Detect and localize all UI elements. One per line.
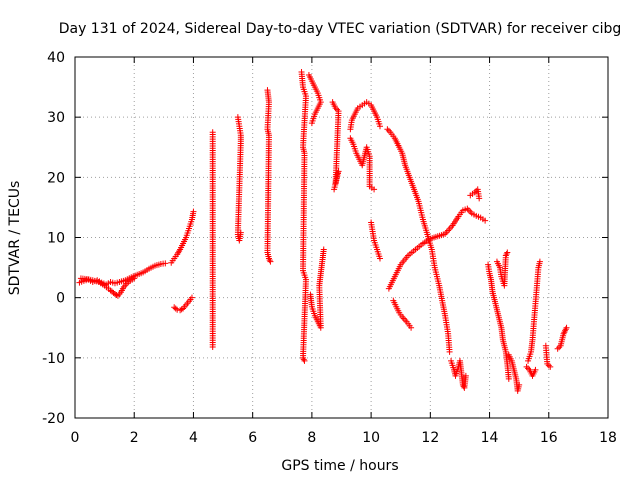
x-tick-label: 2 xyxy=(130,430,139,446)
y-axis-ticks: -20 -10 0 10 20 30 40 xyxy=(42,50,608,427)
series-prn-r xyxy=(448,357,469,391)
data-point xyxy=(516,381,523,388)
series-prn-c xyxy=(168,208,197,266)
series-prn-w xyxy=(525,258,543,364)
x-tick-label: 6 xyxy=(248,430,257,446)
x-axis-ticks: 0 2 4 6 8 10 12 14 16 18 xyxy=(71,57,617,446)
series-prn-s xyxy=(467,186,483,202)
data-point xyxy=(237,229,244,236)
data-point xyxy=(178,306,185,313)
x-tick-label: 12 xyxy=(421,430,439,446)
series-prn-e xyxy=(209,129,216,351)
data-point xyxy=(523,363,530,370)
data-point xyxy=(131,275,138,282)
data-point xyxy=(267,258,274,265)
y-tick-label: 0 xyxy=(56,291,65,307)
data-point xyxy=(162,260,169,267)
series-prn-x xyxy=(523,363,539,379)
data-point xyxy=(503,251,510,258)
series-prn-f xyxy=(234,114,244,244)
chart-title: Day 131 of 2024, Sidereal Day-to-day VTE… xyxy=(59,21,622,37)
series-prn-p xyxy=(385,205,489,292)
y-tick-label: 30 xyxy=(47,110,65,126)
data-point xyxy=(504,249,511,256)
x-axis-label: GPS time / hours xyxy=(281,458,398,474)
data-point xyxy=(301,357,308,364)
data-point xyxy=(172,305,179,312)
series-prn-q xyxy=(390,297,415,331)
y-tick-label: 20 xyxy=(47,170,65,186)
data-point xyxy=(536,258,543,265)
series-prn-m xyxy=(347,135,378,193)
series-prn-i xyxy=(305,72,324,127)
x-tick-label: 0 xyxy=(71,430,80,446)
series-prn-b xyxy=(77,275,138,299)
series-prn-j xyxy=(307,246,327,331)
data-point xyxy=(532,366,539,373)
data-point xyxy=(476,195,483,202)
data-point xyxy=(462,372,469,379)
series-prn-g xyxy=(264,87,274,265)
series-prn-u xyxy=(493,249,511,289)
x-tick-label: 10 xyxy=(362,430,380,446)
data-point xyxy=(408,324,415,331)
data-point xyxy=(320,246,327,253)
data-point xyxy=(547,363,554,370)
data-point xyxy=(376,123,383,130)
series-prn-k xyxy=(329,99,342,193)
x-tick-label: 18 xyxy=(599,430,617,446)
data-point xyxy=(376,255,383,262)
y-axis-label: SDTVAR / TECUs xyxy=(7,181,23,296)
y-tick-label: -10 xyxy=(42,351,65,367)
data-point xyxy=(563,324,570,331)
data-point xyxy=(446,348,453,355)
series-prn-o xyxy=(384,126,453,355)
data-point xyxy=(308,120,315,127)
y-tick-label: 10 xyxy=(47,231,65,247)
data-point xyxy=(505,375,512,382)
data-point xyxy=(482,217,489,224)
data-points xyxy=(76,69,570,394)
series-prn-v xyxy=(505,351,523,394)
series-prn-l xyxy=(347,99,383,133)
data-point xyxy=(266,257,273,264)
data-point xyxy=(384,126,391,133)
data-point xyxy=(554,345,561,352)
y-tick-label: -20 xyxy=(42,411,65,427)
data-point xyxy=(331,186,338,193)
x-tick-label: 16 xyxy=(540,430,558,446)
series-prn-d xyxy=(171,294,195,314)
x-tick-label: 4 xyxy=(189,430,198,446)
series-prn-h xyxy=(298,69,309,364)
data-point xyxy=(385,127,392,134)
data-point xyxy=(113,291,120,298)
series-prn-z xyxy=(554,324,570,352)
series-prn-a xyxy=(76,260,169,288)
series-prn-n xyxy=(368,219,383,262)
data-point xyxy=(371,186,378,193)
series-prn-t xyxy=(485,261,512,382)
x-tick-label: 14 xyxy=(481,430,499,446)
data-point xyxy=(300,356,307,363)
y-tick-label: 40 xyxy=(47,50,65,66)
data-point xyxy=(188,294,195,301)
x-tick-label: 8 xyxy=(307,430,316,446)
series-prn-y xyxy=(542,342,554,370)
data-point xyxy=(190,208,197,215)
data-point xyxy=(209,344,216,351)
